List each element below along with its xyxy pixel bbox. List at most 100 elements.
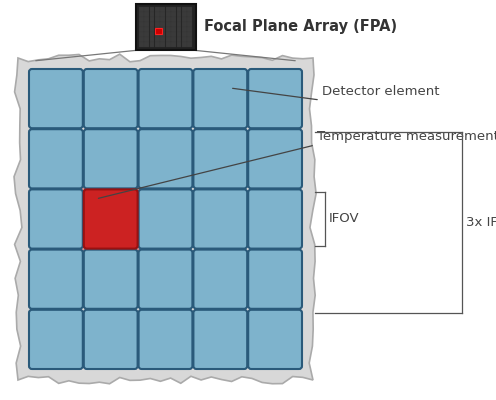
Bar	[155, 7, 160, 12]
Bar	[177, 37, 182, 42]
Bar	[139, 27, 144, 32]
Bar	[160, 17, 165, 22]
FancyBboxPatch shape	[29, 69, 83, 128]
FancyBboxPatch shape	[84, 190, 137, 249]
Bar	[139, 42, 144, 47]
Bar	[187, 17, 192, 22]
Bar	[171, 42, 176, 47]
Circle shape	[58, 166, 164, 272]
Bar	[171, 7, 176, 12]
Bar	[177, 17, 182, 22]
Bar	[171, 32, 176, 37]
Bar	[177, 22, 182, 27]
Bar	[177, 27, 182, 32]
Bar	[139, 17, 144, 22]
Bar	[182, 17, 187, 22]
FancyBboxPatch shape	[84, 69, 137, 128]
Bar	[187, 42, 192, 47]
FancyBboxPatch shape	[193, 310, 247, 369]
Bar	[182, 42, 187, 47]
Bar	[166, 12, 171, 17]
Bar	[166, 37, 171, 42]
PathPatch shape	[14, 54, 316, 384]
Bar	[187, 7, 192, 12]
Text: IFOV: IFOV	[329, 212, 360, 226]
Text: Temperature measurement: Temperature measurement	[317, 130, 496, 143]
FancyBboxPatch shape	[84, 129, 137, 188]
FancyBboxPatch shape	[248, 250, 302, 309]
Bar	[166, 27, 171, 32]
Bar	[155, 42, 160, 47]
Bar	[182, 7, 187, 12]
Bar	[182, 32, 187, 37]
Bar	[139, 32, 144, 37]
Bar	[177, 7, 182, 12]
Circle shape	[31, 140, 190, 298]
FancyBboxPatch shape	[84, 250, 137, 309]
Bar	[139, 37, 144, 42]
FancyBboxPatch shape	[29, 129, 83, 188]
FancyBboxPatch shape	[84, 190, 137, 249]
FancyBboxPatch shape	[29, 250, 83, 309]
FancyBboxPatch shape	[248, 310, 302, 369]
Bar	[150, 22, 154, 27]
FancyBboxPatch shape	[193, 190, 247, 249]
Bar	[187, 22, 192, 27]
Text: Focal Plane Array (FPA): Focal Plane Array (FPA)	[203, 20, 397, 34]
Bar	[182, 22, 187, 27]
Bar	[160, 42, 165, 47]
Bar	[150, 27, 154, 32]
Bar	[171, 17, 176, 22]
Bar	[187, 27, 192, 32]
Bar	[150, 12, 154, 17]
FancyBboxPatch shape	[84, 310, 137, 369]
Bar	[144, 22, 149, 27]
Bar	[150, 32, 154, 37]
FancyBboxPatch shape	[248, 129, 302, 188]
Bar	[150, 17, 154, 22]
FancyBboxPatch shape	[193, 129, 247, 188]
FancyBboxPatch shape	[138, 69, 192, 128]
Bar	[150, 7, 154, 12]
FancyBboxPatch shape	[138, 190, 192, 249]
Bar	[160, 37, 165, 42]
Bar	[160, 27, 165, 32]
FancyBboxPatch shape	[193, 69, 247, 128]
Text: Detector element: Detector element	[322, 85, 439, 98]
Bar	[166, 32, 171, 37]
Bar	[182, 27, 187, 32]
Bar	[177, 32, 182, 37]
Bar	[177, 42, 182, 47]
Bar	[171, 12, 176, 17]
Bar	[144, 32, 149, 37]
Bar	[144, 12, 149, 17]
Bar	[155, 27, 160, 32]
Bar	[177, 12, 182, 17]
Bar	[160, 32, 165, 37]
Bar	[187, 37, 192, 42]
FancyBboxPatch shape	[138, 129, 192, 188]
Bar	[160, 12, 165, 17]
Bar	[182, 12, 187, 17]
Bar	[139, 7, 144, 12]
Bar	[144, 27, 149, 32]
Bar	[155, 17, 160, 22]
FancyBboxPatch shape	[29, 190, 83, 249]
FancyBboxPatch shape	[29, 310, 83, 369]
Bar	[187, 32, 192, 37]
Text: 3x IFOV: 3x IFOV	[466, 216, 496, 229]
Bar	[171, 27, 176, 32]
Bar	[182, 37, 187, 42]
Bar	[160, 7, 165, 12]
FancyBboxPatch shape	[248, 69, 302, 128]
Bar	[139, 22, 144, 27]
Bar	[166, 7, 171, 12]
Circle shape	[79, 187, 142, 251]
Bar	[166, 42, 171, 47]
Bar	[171, 37, 176, 42]
Bar	[139, 12, 144, 17]
Bar	[144, 37, 149, 42]
Bar	[160, 22, 165, 27]
Bar	[155, 32, 160, 37]
Bar	[155, 37, 160, 42]
